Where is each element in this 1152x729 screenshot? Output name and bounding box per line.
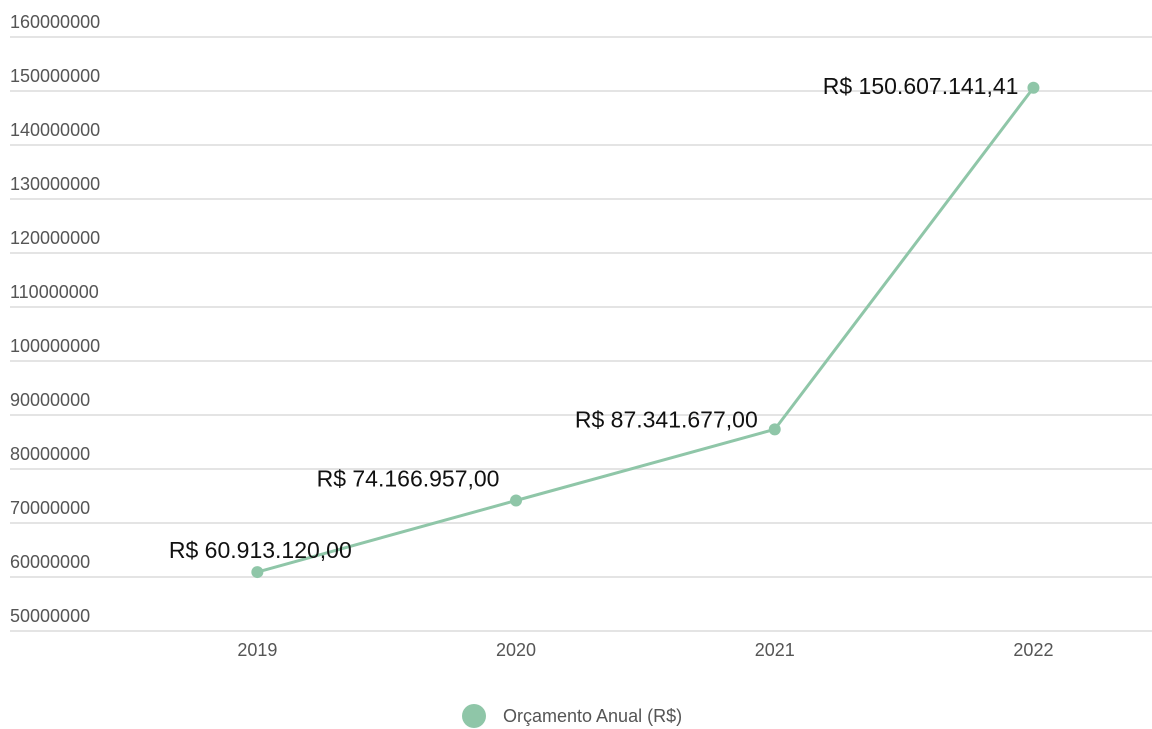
y-tick-label: 140000000 (10, 120, 100, 140)
data-label: R$ 74.166.957,00 (317, 466, 500, 492)
point (510, 494, 523, 507)
data-label: R$ 87.341.677,00 (575, 406, 758, 432)
y-tick-label: 60000000 (10, 552, 90, 572)
y-tick-label: 100000000 (10, 336, 100, 356)
x-tick-label: 2020 (496, 640, 536, 660)
legend-label: Orçamento Anual (R$) (503, 706, 682, 726)
y-tick-label: 160000000 (10, 12, 100, 32)
y-tick-label: 130000000 (10, 174, 100, 194)
point (251, 566, 264, 579)
y-tick-label: 120000000 (10, 228, 100, 248)
y-tick-label: 110000000 (10, 282, 99, 302)
y-tick-label: 80000000 (10, 444, 90, 464)
data-label: R$ 150.607.141,41 (823, 73, 1019, 99)
line (256, 86, 1035, 574)
y-tick-label: 50000000 (10, 606, 90, 626)
x-tick-label: 2019 (237, 640, 277, 660)
y-tick-label: 70000000 (10, 498, 90, 518)
point (768, 423, 781, 436)
x-tick-label: 2021 (755, 640, 795, 660)
y-tick-label: 90000000 (10, 390, 90, 410)
x-tick-label: 2022 (1013, 640, 1053, 660)
legend-marker (462, 704, 486, 728)
point (1027, 81, 1040, 94)
data-label: R$ 60.913.120,00 (169, 537, 352, 563)
y-tick-label: 150000000 (10, 66, 100, 86)
